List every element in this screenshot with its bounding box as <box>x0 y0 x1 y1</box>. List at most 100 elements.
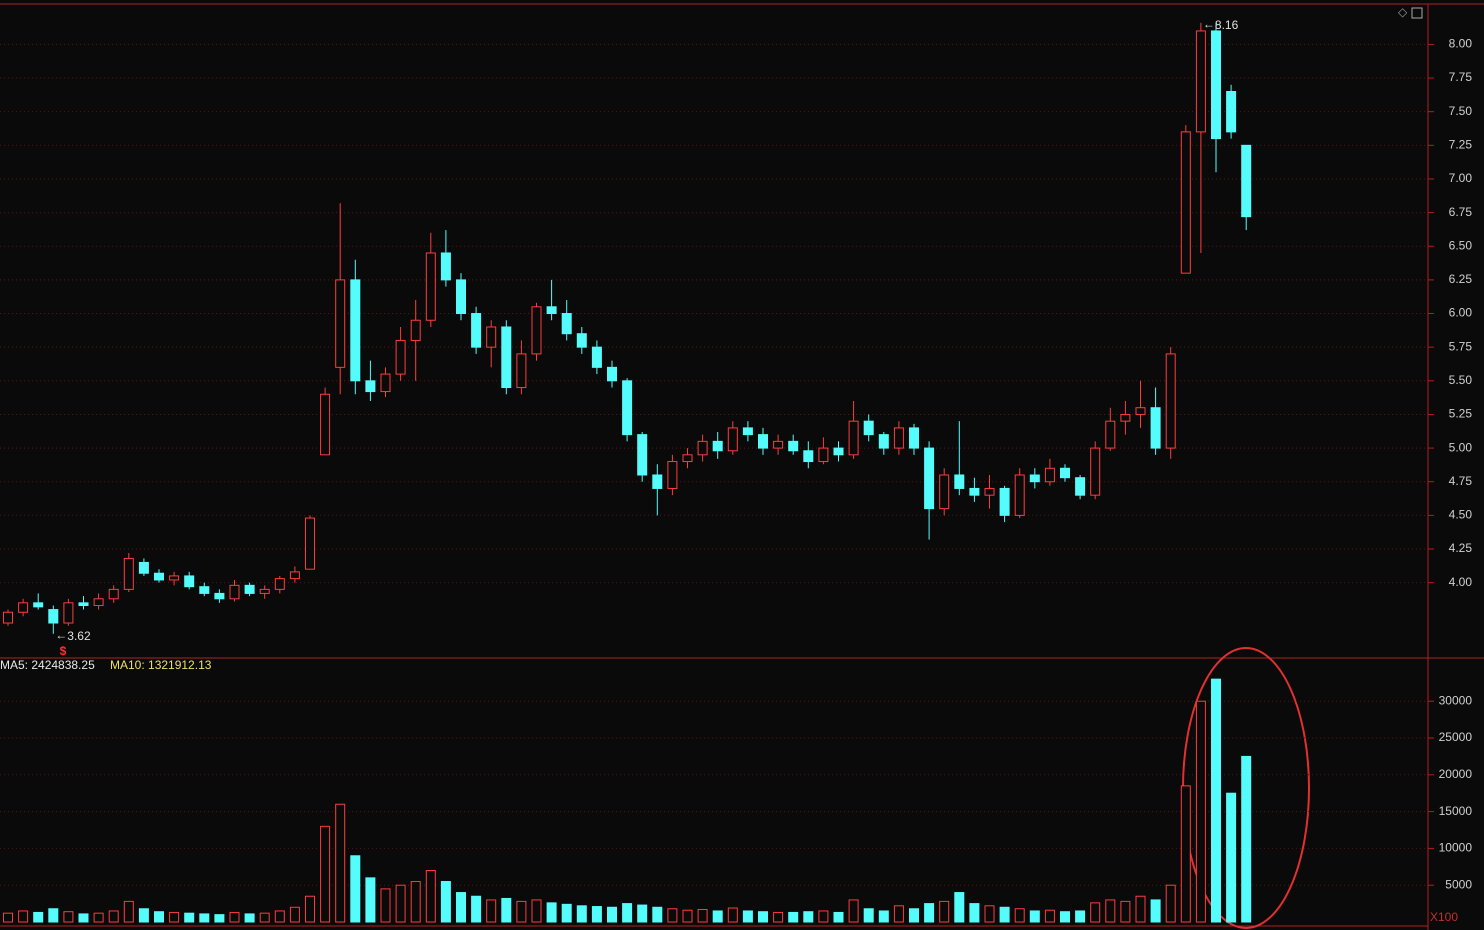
candle-body <box>516 353 527 389</box>
candle-body <box>591 346 602 368</box>
volume-bar <box>154 911 164 923</box>
candle-body <box>682 454 693 463</box>
candle-body <box>229 584 240 600</box>
volume-bar <box>848 899 859 923</box>
candle-body <box>365 380 376 393</box>
candle-body <box>93 598 104 607</box>
volume-bar <box>365 877 376 923</box>
candle-body <box>305 517 315 570</box>
icon-window[interactable] <box>1411 7 1423 19</box>
volume-bar <box>1211 678 1221 923</box>
candle-body <box>471 313 482 348</box>
volume-bar <box>1029 910 1040 923</box>
y-tick-label: 7.75 <box>1449 70 1473 84</box>
volume-bar <box>395 884 406 923</box>
volume-bar <box>18 910 29 923</box>
candle-body <box>833 447 844 456</box>
signal-marker: $ <box>60 644 67 658</box>
volume-bar <box>1226 792 1237 923</box>
volume-bar <box>516 900 527 923</box>
y-tick-label: 20000 <box>1439 767 1473 781</box>
y-tick-label: 30000 <box>1439 693 1473 707</box>
candle-body <box>773 440 784 449</box>
y-tick-label: 6.75 <box>1449 205 1473 219</box>
volume-bar <box>1150 899 1161 923</box>
candle-body <box>742 427 753 436</box>
volume-bar <box>546 902 557 923</box>
annotation-label: 8.16 <box>1215 18 1239 32</box>
candle-body <box>108 588 119 600</box>
y-tick-label: 7.25 <box>1449 137 1473 151</box>
candle-body <box>320 393 331 456</box>
candle-body <box>1060 467 1070 479</box>
candle-body <box>878 434 889 449</box>
y-tick-label: 7.00 <box>1449 171 1473 185</box>
candle-body <box>818 447 829 463</box>
candle-body <box>546 306 557 315</box>
volume-bar <box>878 910 889 923</box>
candle-body <box>410 319 421 341</box>
candle-body <box>380 373 391 393</box>
candle-body <box>1211 30 1221 140</box>
volume-bar <box>1044 909 1055 923</box>
volume-bar <box>637 904 648 923</box>
candle-body <box>1165 353 1176 449</box>
unit-label: X100 <box>1430 910 1458 924</box>
candle-body <box>697 440 708 456</box>
candle-body <box>169 575 180 581</box>
volume-bar <box>169 911 180 923</box>
y-tick-label: 8.00 <box>1449 37 1473 51</box>
volume-bar <box>773 911 784 923</box>
volume-bar <box>289 906 300 923</box>
volume-bar <box>456 892 466 923</box>
volume-bar <box>440 881 451 923</box>
volume-bar <box>622 903 633 923</box>
candle-body <box>893 427 904 449</box>
volume-bar <box>697 908 708 923</box>
candle-body <box>138 561 149 574</box>
y-tick-label: 4.00 <box>1449 575 1473 589</box>
candle-body <box>622 380 633 436</box>
candle-body <box>259 588 270 594</box>
candle-body <box>456 279 466 315</box>
y-tick-label: 6.00 <box>1449 306 1473 320</box>
candle-body <box>969 487 980 496</box>
volume-bar <box>712 910 723 923</box>
volume-bar <box>274 910 285 923</box>
candle-body <box>954 474 965 489</box>
candle-body <box>1075 477 1086 496</box>
volume-bar <box>999 906 1010 923</box>
volume-bar <box>305 895 315 923</box>
candle-body <box>531 306 542 355</box>
icon-diamond: ◇ <box>1398 5 1408 19</box>
candle-body <box>561 313 572 335</box>
volume-bar <box>93 912 104 923</box>
volume-bar <box>486 899 497 923</box>
candle-body <box>63 602 74 624</box>
candle-body <box>440 252 451 281</box>
volume-bar <box>954 892 965 923</box>
annotation-arrow: ← <box>55 628 67 642</box>
candle-body <box>652 474 663 489</box>
candle-body <box>501 326 512 389</box>
candle-body <box>1105 420 1116 449</box>
candle-body <box>78 602 89 607</box>
candle-body <box>335 279 346 368</box>
candle-body <box>1014 474 1025 516</box>
volume-bar <box>1195 700 1206 923</box>
y-tick-label: 5.25 <box>1449 407 1473 421</box>
candle-body <box>1120 413 1131 422</box>
volume-bar <box>63 911 74 923</box>
volume-bar <box>3 912 13 923</box>
volume-bar <box>78 913 89 923</box>
volume-bar <box>742 910 753 923</box>
candle-body <box>576 333 587 348</box>
candle-body <box>1195 30 1206 133</box>
annotation-label: 3.62 <box>67 629 91 643</box>
volume-bar <box>818 910 829 923</box>
volume-bar <box>48 908 59 923</box>
candle-body <box>727 427 738 452</box>
candle-body <box>350 279 361 382</box>
volume-bar <box>425 869 436 923</box>
